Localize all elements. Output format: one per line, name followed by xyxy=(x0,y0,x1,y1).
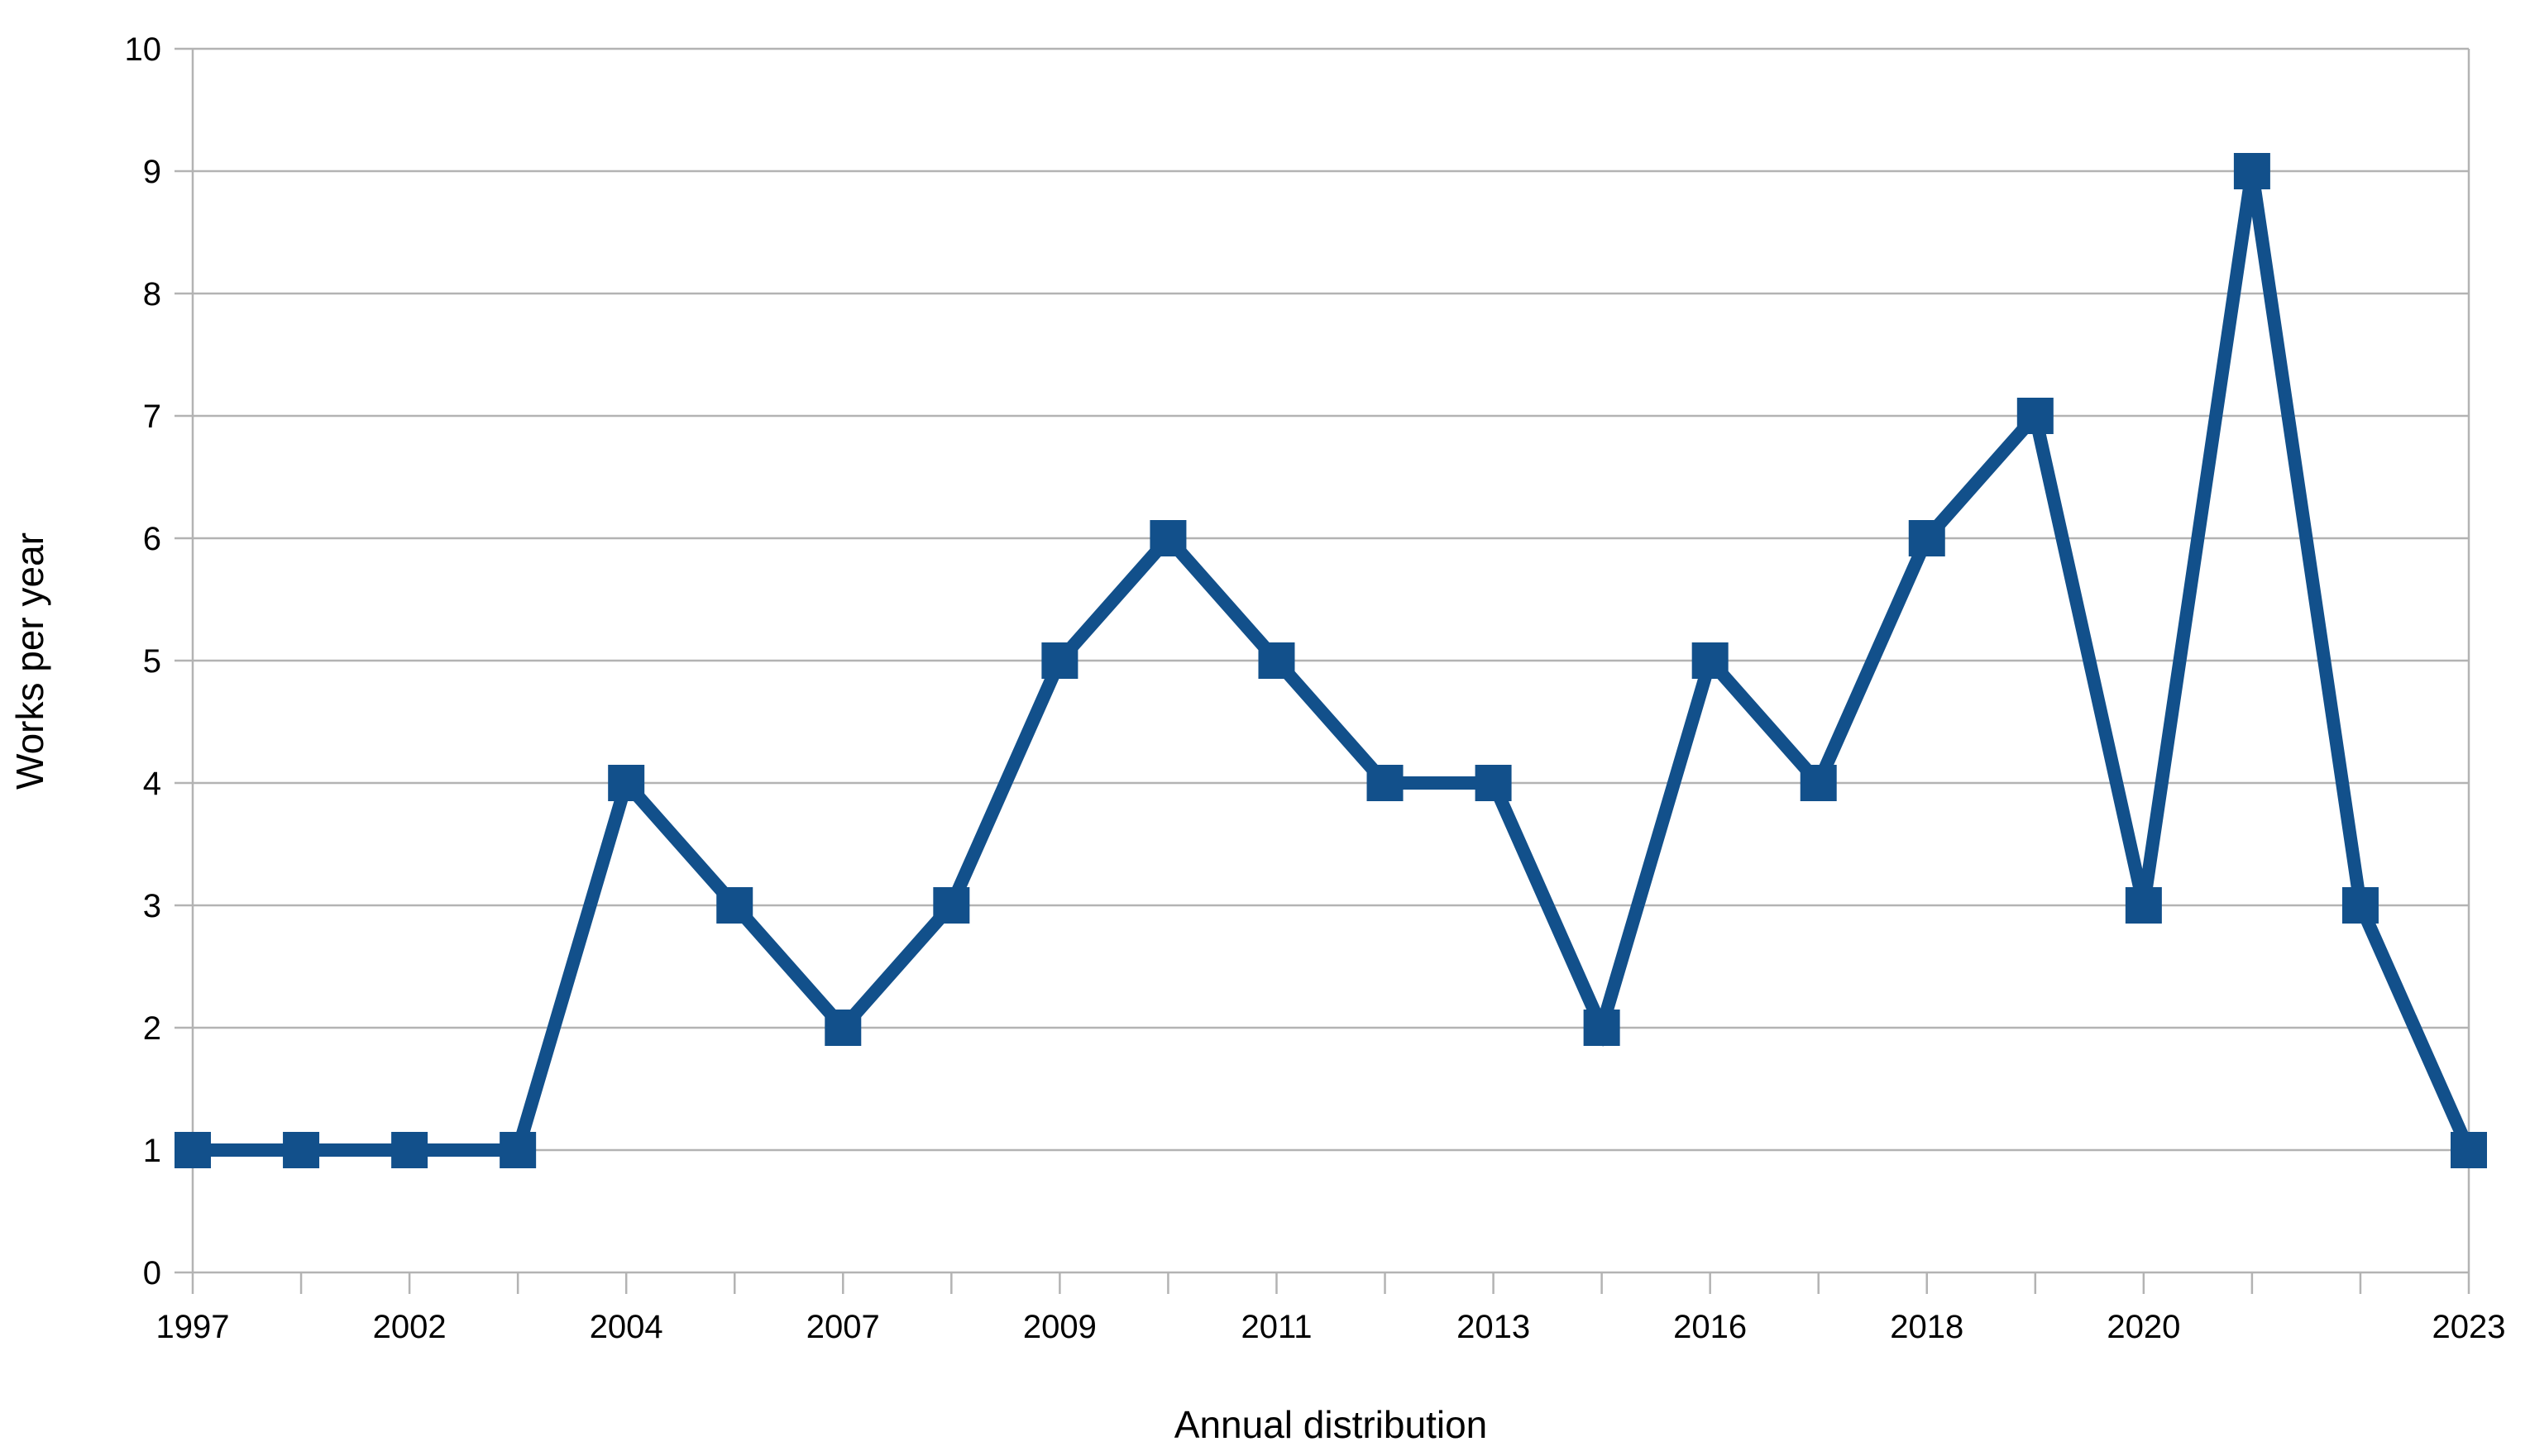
x-axis-tick-label: 2009 xyxy=(1023,1309,1097,1345)
data-point-marker xyxy=(1041,642,1078,679)
x-axis-tick-label: 2018 xyxy=(1890,1309,1963,1345)
y-axis-tick-label: 9 xyxy=(143,154,161,190)
y-axis-tick-label: 5 xyxy=(143,643,161,680)
data-point-marker xyxy=(1691,642,1729,679)
data-point-marker xyxy=(175,1132,211,1168)
x-axis-tick-label: 2004 xyxy=(590,1309,663,1345)
data-point-marker xyxy=(1475,765,1512,801)
x-axis-tick-label: 2007 xyxy=(806,1309,880,1345)
x-axis-tick-label: 2023 xyxy=(2432,1309,2506,1345)
x-axis-tick-label: 1997 xyxy=(156,1309,230,1345)
y-axis-tick-label: 2 xyxy=(143,1010,161,1047)
y-axis-tick-label: 6 xyxy=(143,521,161,557)
data-point-marker xyxy=(1366,765,1404,801)
x-axis-title: Annual distribution xyxy=(1174,1403,1488,1446)
data-point-marker xyxy=(283,1132,320,1168)
data-point-marker xyxy=(608,765,645,801)
data-point-marker xyxy=(2451,1132,2487,1168)
data-point-marker xyxy=(1150,520,1187,556)
data-point-marker xyxy=(1258,642,1295,679)
data-point-marker xyxy=(1908,520,1945,556)
data-point-marker xyxy=(2125,887,2162,924)
data-point-marker xyxy=(933,887,970,924)
data-point-marker xyxy=(825,1010,862,1046)
data-point-marker xyxy=(1800,765,1837,801)
data-point-marker xyxy=(2016,398,2054,434)
data-point-marker xyxy=(716,887,753,924)
series-line xyxy=(193,169,2475,1157)
data-point-marker xyxy=(2341,887,2379,924)
x-axis-tick-label: 2013 xyxy=(1456,1309,1530,1345)
data-point-marker xyxy=(500,1132,537,1168)
y-axis-tick-label: 0 xyxy=(143,1255,161,1291)
y-axis-tick-label: 8 xyxy=(143,276,161,313)
x-axis-tick-label: 2016 xyxy=(1673,1309,1747,1345)
y-axis-tick-label: 3 xyxy=(143,888,161,924)
y-axis-tick-label: 10 xyxy=(125,31,162,68)
y-axis-tick-label: 4 xyxy=(143,766,161,802)
data-point-marker xyxy=(1583,1010,1620,1046)
y-axis-title: Works per year xyxy=(8,532,51,790)
data-point-marker xyxy=(391,1132,428,1168)
x-axis-tick-label: 2011 xyxy=(1241,1309,1312,1345)
data-point-marker xyxy=(2233,153,2270,189)
y-axis-tick-label: 1 xyxy=(143,1133,161,1169)
x-axis-tick-label: 2020 xyxy=(2107,1309,2180,1345)
y-axis-tick-label: 7 xyxy=(143,399,161,435)
x-axis-tick-label: 2002 xyxy=(373,1309,447,1345)
